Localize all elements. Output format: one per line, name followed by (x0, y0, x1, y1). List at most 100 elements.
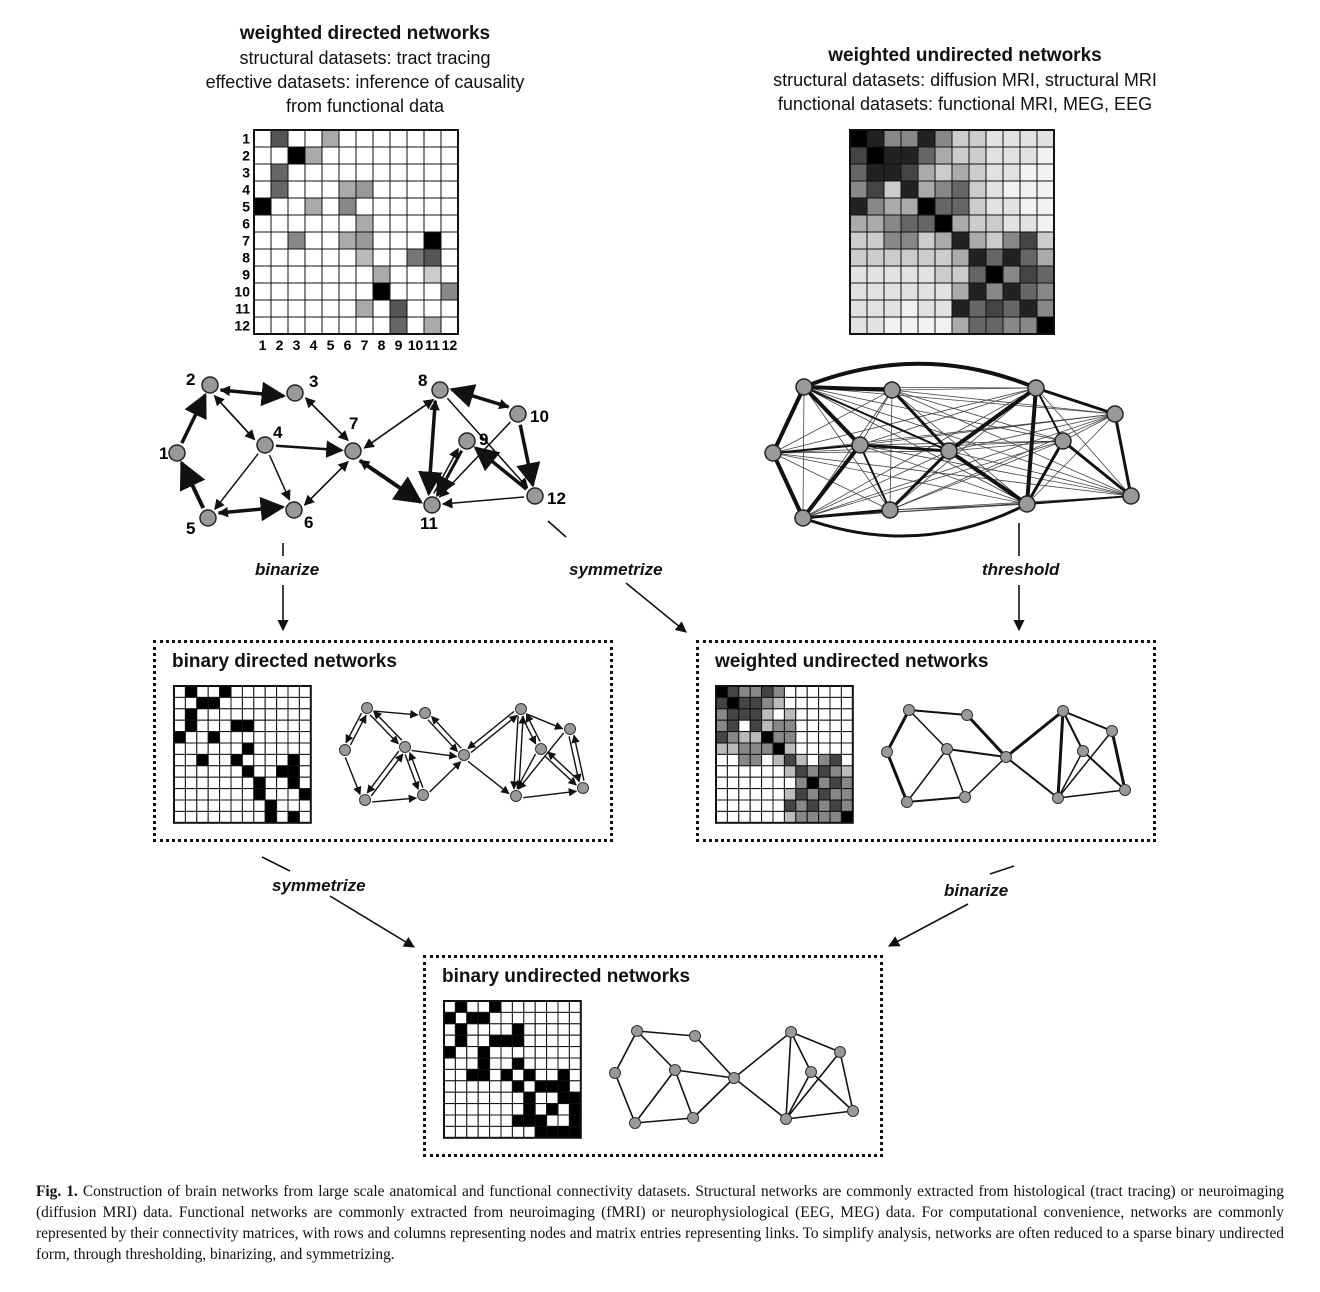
matrix-cell (477, 1023, 491, 1036)
symmetrize-middle-label: symmetrize (569, 560, 663, 579)
matrix-cell (466, 1091, 479, 1105)
matrix-cell (761, 685, 774, 698)
matrix-cell (321, 316, 340, 335)
small-edge (372, 794, 418, 803)
matrix-cell (372, 282, 391, 301)
matrix-cell (795, 719, 808, 733)
flow-arrow (547, 520, 567, 538)
matrix-cell (207, 810, 221, 824)
matrix-cell (423, 231, 442, 250)
matrix-cell (287, 282, 306, 301)
matrix-cell (568, 1125, 582, 1139)
network-node (423, 496, 441, 514)
matrix-cell (1036, 180, 1055, 199)
matrix-cell (440, 248, 459, 267)
matrix-cell (253, 685, 266, 698)
small-edge (733, 1031, 792, 1079)
matrix-cell (264, 776, 278, 790)
matrix-cell (477, 1103, 491, 1116)
matrix-cell (489, 1057, 502, 1070)
matrix-cell (184, 788, 198, 801)
strong-edge (802, 385, 862, 447)
matrix-cell (321, 197, 340, 216)
matrix-cell (568, 1023, 582, 1036)
matrix-cell (715, 708, 728, 721)
matrix-cell (287, 765, 300, 778)
matrix-cell (738, 696, 751, 710)
matrix-cell (900, 163, 919, 182)
matrix-cell (443, 1103, 456, 1116)
matrix-cell (489, 1125, 502, 1139)
matrix-cell (219, 765, 232, 778)
matrix-cell (389, 231, 408, 250)
matrix-cell (715, 799, 728, 812)
matrix-cell (883, 248, 902, 267)
matrix-cell (715, 696, 728, 710)
matrix-cell (818, 708, 831, 721)
matrix-cell (523, 1125, 536, 1139)
directed-edge (428, 399, 440, 494)
matrix-cell (466, 1011, 479, 1025)
matrix-cell (557, 1103, 570, 1116)
matrix-cell (795, 788, 808, 801)
figure-caption: Fig. 1. Construction of brain networks f… (36, 1181, 1284, 1265)
matrix-cell (423, 265, 442, 284)
matrix-cell (806, 810, 820, 824)
matrix-cell (726, 788, 740, 801)
matrix-col-label: 11 (425, 337, 440, 353)
matrix-cell (477, 1011, 491, 1025)
matrix-cell (389, 180, 408, 199)
matrix-cell (454, 1011, 468, 1025)
small-edge (674, 1069, 735, 1079)
strong-edge (802, 502, 1028, 538)
matrix-cell (423, 163, 442, 182)
matrix-cell (840, 685, 854, 698)
matrix-cell (900, 180, 919, 199)
matrix-cell (795, 753, 808, 767)
matrix-cell (511, 1046, 525, 1059)
matrix-cell (304, 265, 323, 284)
matrix-cell (338, 129, 357, 148)
matrix-cell (406, 299, 425, 318)
small-edge (733, 1077, 787, 1120)
matrix-cell (253, 316, 272, 335)
small-edge (964, 756, 1007, 798)
matrix-cell (934, 197, 953, 216)
matrix-cell (270, 129, 289, 148)
matrix-cell (985, 265, 1004, 284)
matrix-cell (287, 197, 306, 216)
matrix-cell (423, 129, 442, 148)
matrix-cell (849, 299, 868, 318)
matrix-cell (1036, 231, 1055, 250)
matrix-cell (230, 719, 243, 733)
matrix-cell (443, 1057, 456, 1070)
matrix-cell (500, 1125, 513, 1139)
matrix-cell (253, 129, 272, 148)
matrix-row-label: 3 (242, 165, 250, 181)
matrix-cell (338, 231, 357, 250)
matrix-cell (1036, 146, 1055, 165)
small-edge (518, 715, 527, 790)
matrix-cell (454, 1068, 468, 1082)
matrix-cell (241, 753, 255, 767)
small-node (361, 702, 373, 714)
matrix-cell (500, 1000, 513, 1013)
matrix-cell (321, 231, 340, 250)
matrix-cell (287, 265, 306, 284)
matrix-cell (866, 146, 885, 165)
matrix-cell (883, 231, 902, 250)
matrix-cell (726, 719, 740, 733)
matrix-cell (196, 765, 209, 778)
matrix-border (849, 129, 1055, 335)
matrix-cell (951, 163, 970, 182)
matrix-cell (761, 742, 774, 755)
matrix-cell (866, 248, 885, 267)
matrix-cell (523, 1000, 536, 1013)
matrix-cell (270, 265, 289, 284)
matrix-cell (253, 163, 272, 182)
matrix-cell (900, 197, 919, 216)
matrix-cell (523, 1080, 536, 1093)
matrix-cell (389, 265, 408, 284)
directed-edge (303, 461, 349, 506)
weighted-undirected-small-matrix (715, 685, 854, 824)
